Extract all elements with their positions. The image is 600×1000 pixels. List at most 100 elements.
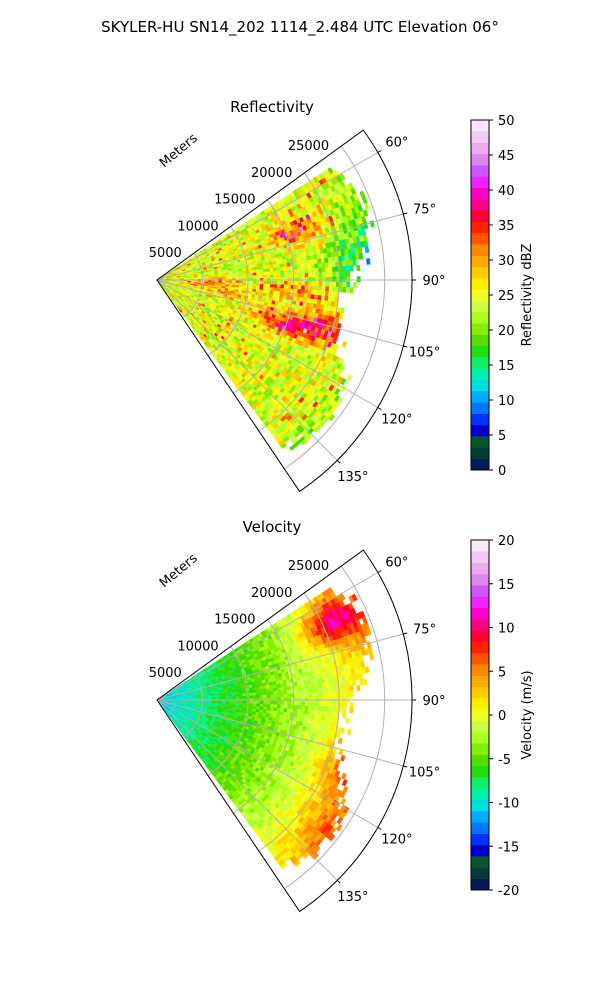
data-cell	[307, 264, 312, 270]
data-cell	[277, 281, 282, 286]
data-cell	[287, 273, 292, 278]
data-cell	[242, 280, 247, 284]
range-tick-label: 25000	[288, 139, 329, 154]
data-cell	[263, 700, 268, 705]
data-cell	[328, 706, 333, 712]
data-cell	[328, 681, 333, 688]
data-cell	[262, 265, 267, 270]
data-cell	[287, 284, 292, 290]
data-cell	[311, 285, 316, 291]
data-cell	[269, 684, 274, 689]
data-cell	[314, 710, 319, 716]
data-cell	[221, 280, 226, 283]
velocity-panel: Velocity 60°75°90°105°120°135°5000100001…	[149, 518, 535, 913]
data-cell	[290, 288, 295, 294]
data-cell	[283, 273, 289, 279]
data-cell	[290, 693, 295, 698]
data-cell	[259, 700, 264, 705]
colorbar-swatch	[471, 458, 489, 471]
data-cell	[342, 271, 347, 278]
data-cell	[314, 705, 320, 711]
data-cell	[259, 274, 264, 279]
data-cell	[272, 710, 278, 715]
data-cell	[276, 690, 281, 695]
data-cell	[294, 269, 299, 275]
azimuth-tick	[377, 407, 382, 410]
data-cell	[331, 291, 337, 298]
data-cell	[283, 690, 288, 695]
data-cell	[339, 691, 344, 697]
data-cell	[317, 290, 323, 296]
data-cell	[328, 291, 333, 297]
data-cell	[325, 271, 330, 278]
data-cell	[259, 694, 264, 699]
data-cell	[255, 706, 261, 710]
data-cell	[304, 692, 309, 698]
data-cell	[325, 696, 330, 702]
data-cell	[280, 707, 285, 713]
data-cell	[325, 286, 330, 292]
data-cell	[270, 694, 275, 699]
data-cell	[314, 267, 320, 274]
data-cell	[325, 706, 330, 712]
data-cell	[280, 287, 285, 293]
data-cell	[266, 287, 271, 291]
data-cell	[345, 685, 351, 692]
data-cell	[252, 272, 257, 276]
colorbar-swatch	[471, 289, 489, 301]
data-cell	[266, 701, 271, 705]
data-cell	[287, 689, 292, 695]
data-cell	[297, 273, 302, 278]
data-cell	[255, 686, 260, 691]
data-cell	[225, 276, 230, 280]
data-cell	[256, 692, 261, 696]
data-cell	[252, 695, 257, 699]
colorbar-swatch	[471, 176, 489, 189]
data-cell	[277, 701, 282, 706]
data-cell	[307, 709, 312, 715]
data-cell	[344, 717, 350, 724]
colorbar-tick-label: 45	[498, 149, 515, 164]
velocity-field	[158, 587, 375, 870]
data-cell	[266, 694, 271, 699]
data-cell	[276, 284, 282, 289]
data-cell	[259, 286, 264, 291]
data-cell	[269, 707, 274, 712]
data-cell	[290, 701, 295, 706]
data-cell	[256, 703, 261, 708]
data-cell	[279, 266, 285, 272]
data-cell	[263, 694, 268, 699]
data-cell	[228, 276, 233, 279]
data-cell	[259, 280, 264, 285]
range-tick-label: 20000	[251, 166, 292, 181]
data-cell	[311, 710, 316, 716]
data-cell	[366, 258, 371, 265]
data-cell	[304, 285, 309, 291]
data-cell	[279, 263, 284, 268]
data-cell	[304, 701, 309, 707]
data-cell	[356, 264, 361, 272]
data-cell	[232, 696, 237, 699]
data-cell	[317, 710, 323, 716]
data-cell	[266, 688, 271, 693]
data-cell	[325, 281, 330, 287]
data-cell	[269, 687, 274, 692]
data-cell	[328, 701, 334, 707]
data-cell	[304, 709, 309, 715]
data-cell	[290, 689, 295, 695]
data-cell	[249, 692, 254, 697]
range-tick-label: 5000	[149, 246, 182, 261]
data-cell	[342, 281, 347, 288]
data-cell	[364, 666, 370, 674]
data-cell	[279, 711, 285, 716]
data-cell	[252, 700, 257, 705]
data-cell	[342, 286, 347, 293]
data-cell	[310, 263, 316, 269]
data-cell	[314, 290, 319, 296]
colorbar-swatch	[471, 334, 489, 347]
data-cell	[321, 290, 326, 297]
data-cell	[238, 695, 244, 699]
data-cell	[272, 264, 278, 269]
data-cell	[286, 288, 292, 293]
data-cell	[318, 285, 323, 292]
